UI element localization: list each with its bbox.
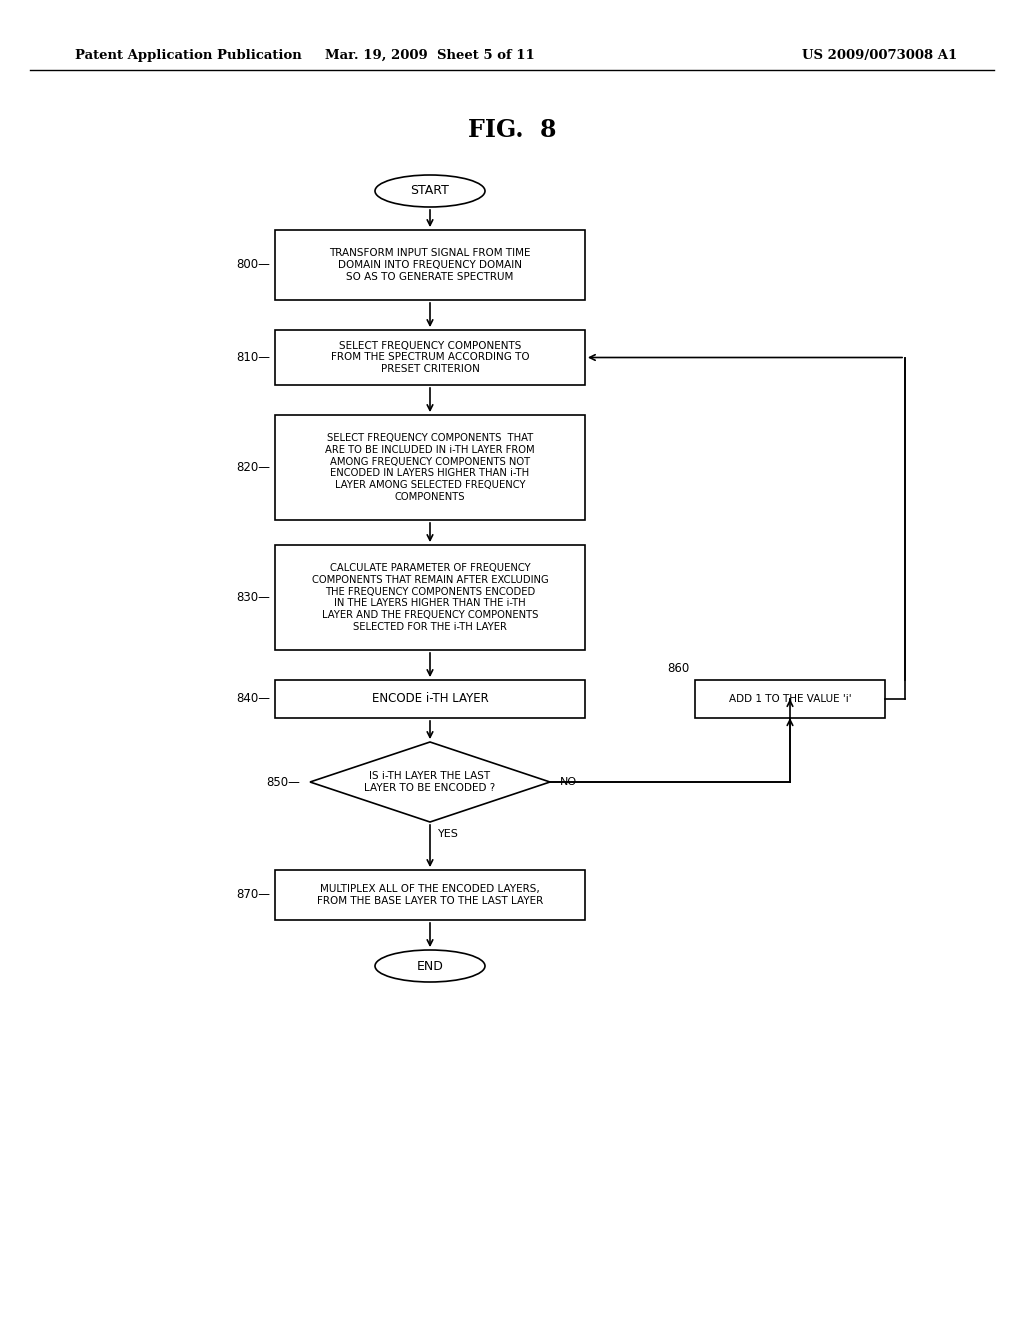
FancyBboxPatch shape xyxy=(695,680,885,718)
Ellipse shape xyxy=(375,176,485,207)
Text: 810—: 810— xyxy=(236,351,270,364)
FancyBboxPatch shape xyxy=(275,870,585,920)
Text: ADD 1 TO THE VALUE 'i': ADD 1 TO THE VALUE 'i' xyxy=(729,694,851,704)
Text: 840—: 840— xyxy=(236,693,270,705)
Text: Mar. 19, 2009  Sheet 5 of 11: Mar. 19, 2009 Sheet 5 of 11 xyxy=(326,49,535,62)
Text: CALCULATE PARAMETER OF FREQUENCY
COMPONENTS THAT REMAIN AFTER EXCLUDING
THE FREQ: CALCULATE PARAMETER OF FREQUENCY COMPONE… xyxy=(311,564,549,631)
Text: END: END xyxy=(417,960,443,973)
Text: MULTIPLEX ALL OF THE ENCODED LAYERS,
FROM THE BASE LAYER TO THE LAST LAYER: MULTIPLEX ALL OF THE ENCODED LAYERS, FRO… xyxy=(316,884,543,906)
FancyBboxPatch shape xyxy=(275,680,585,718)
Text: FIG.  8: FIG. 8 xyxy=(468,117,556,143)
Text: START: START xyxy=(411,185,450,198)
Text: 830—: 830— xyxy=(237,591,270,605)
Text: US 2009/0073008 A1: US 2009/0073008 A1 xyxy=(803,49,957,62)
Ellipse shape xyxy=(375,950,485,982)
FancyBboxPatch shape xyxy=(275,545,585,649)
FancyBboxPatch shape xyxy=(275,414,585,520)
Polygon shape xyxy=(310,742,550,822)
Text: ENCODE i-TH LAYER: ENCODE i-TH LAYER xyxy=(372,693,488,705)
Text: 860: 860 xyxy=(668,661,690,675)
Text: 820—: 820— xyxy=(236,461,270,474)
Text: TRANSFORM INPUT SIGNAL FROM TIME
DOMAIN INTO FREQUENCY DOMAIN
SO AS TO GENERATE : TRANSFORM INPUT SIGNAL FROM TIME DOMAIN … xyxy=(330,248,530,281)
Text: 800—: 800— xyxy=(237,259,270,272)
Text: 870—: 870— xyxy=(236,888,270,902)
FancyBboxPatch shape xyxy=(275,330,585,385)
Text: YES: YES xyxy=(438,829,459,840)
FancyBboxPatch shape xyxy=(275,230,585,300)
Text: SELECT FREQUENCY COMPONENTS  THAT
ARE TO BE INCLUDED IN i-TH LAYER FROM
AMONG FR: SELECT FREQUENCY COMPONENTS THAT ARE TO … xyxy=(326,433,535,502)
Text: IS i-TH LAYER THE LAST
LAYER TO BE ENCODED ?: IS i-TH LAYER THE LAST LAYER TO BE ENCOD… xyxy=(365,771,496,793)
Text: SELECT FREQUENCY COMPONENTS
FROM THE SPECTRUM ACCORDING TO
PRESET CRITERION: SELECT FREQUENCY COMPONENTS FROM THE SPE… xyxy=(331,341,529,374)
Text: Patent Application Publication: Patent Application Publication xyxy=(75,49,302,62)
Text: NO: NO xyxy=(560,777,578,787)
Text: 850—: 850— xyxy=(266,776,300,788)
